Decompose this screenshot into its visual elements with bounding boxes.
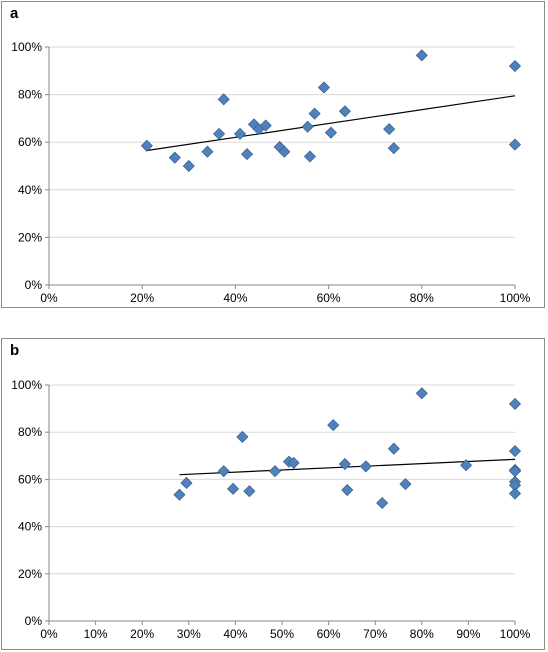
chart-panel-a: a 0% 20% 40% 60% 80% 100% 0% 20% 40% 60% 80% 100%	[1, 1, 545, 308]
y-tick-label: 80%	[18, 88, 42, 102]
panel-label-a: a	[10, 5, 19, 22]
data-point	[460, 459, 473, 472]
x-tick-label: 60%	[317, 627, 341, 641]
data-point	[341, 483, 354, 497]
data-point	[243, 485, 256, 498]
x-tick-label: 50%	[270, 627, 294, 641]
data-point	[338, 457, 351, 471]
y-tick-label: 80%	[18, 425, 42, 439]
x-tick-label: 20%	[130, 291, 154, 305]
data-point	[201, 145, 214, 158]
data-point	[338, 105, 351, 118]
data-point	[173, 488, 186, 501]
y-tick-label: 40%	[18, 520, 42, 534]
data-point	[359, 460, 372, 473]
y-tick-label: 60%	[18, 135, 42, 149]
data-point	[376, 496, 389, 510]
data-point	[308, 107, 321, 120]
x-tick-label: 100%	[500, 291, 531, 305]
data-point	[140, 139, 153, 152]
x-tick-label: 70%	[363, 627, 387, 641]
x-tick-label: 80%	[410, 291, 434, 305]
data-point	[387, 442, 400, 455]
data-point	[415, 387, 428, 400]
y-tick-label: 60%	[18, 472, 42, 486]
data-point	[383, 123, 396, 136]
data-point	[301, 120, 314, 133]
x-tick-label: 90%	[456, 627, 480, 641]
data-point	[217, 465, 230, 478]
data-point	[303, 150, 317, 163]
data-point	[182, 159, 195, 173]
data-point	[213, 127, 226, 140]
y-tick-label: 20%	[18, 230, 42, 244]
x-tick-label: 60%	[317, 291, 341, 305]
x-tick-label: 20%	[130, 627, 154, 641]
x-tick-label: 40%	[223, 627, 247, 641]
data-point	[399, 478, 412, 491]
x-tick-label: 30%	[177, 627, 201, 641]
data-point	[324, 126, 337, 139]
y-tick-label: 0%	[25, 278, 43, 292]
data-point	[387, 142, 400, 155]
data-point	[236, 430, 249, 443]
x-tick-label: 0%	[40, 627, 58, 641]
data-point	[317, 81, 331, 94]
scatter-chart-a: 0% 20% 40% 60% 80% 100% 0% 20% 40% 60% 80% 100%	[11, 40, 531, 305]
data-point	[168, 151, 181, 164]
trendline	[146, 95, 516, 152]
data-point	[508, 138, 522, 151]
y-tick-label: 0%	[25, 614, 43, 628]
data-point	[278, 145, 291, 158]
x-tick-label: 0%	[40, 291, 58, 305]
data-point	[327, 419, 340, 432]
data-point	[240, 148, 254, 161]
x-tick-label: 100%	[500, 627, 531, 641]
data-point	[415, 49, 428, 62]
y-tick-label: 100%	[11, 378, 42, 392]
x-tick-label: 10%	[84, 627, 108, 641]
data-point	[508, 59, 522, 73]
panel-label-b: b	[10, 342, 20, 359]
x-tick-label: 80%	[410, 627, 434, 641]
data-point	[268, 465, 282, 478]
y-tick-label: 100%	[11, 40, 42, 54]
data-point	[180, 476, 193, 490]
data-point	[508, 445, 522, 458]
data-point	[508, 487, 522, 500]
data-point	[508, 397, 522, 410]
y-tick-label: 20%	[18, 567, 42, 581]
y-tick-label: 40%	[18, 183, 42, 197]
data-point	[508, 465, 522, 478]
data-point	[233, 127, 247, 140]
data-point	[259, 119, 272, 132]
scatter-chart-b: 0% 20% 40% 60% 80% 100% 0% 10% 20% 30% 40% 50% 60% 70…	[11, 378, 531, 641]
data-point	[287, 456, 300, 469]
data-point	[227, 482, 240, 495]
x-tick-label: 40%	[223, 291, 247, 305]
chart-panel-b: b 0% 20% 40% 60% 80% 100% 0% 10% 20% 30% 40% 50% 60%…	[1, 338, 545, 650]
data-point	[217, 93, 230, 106]
